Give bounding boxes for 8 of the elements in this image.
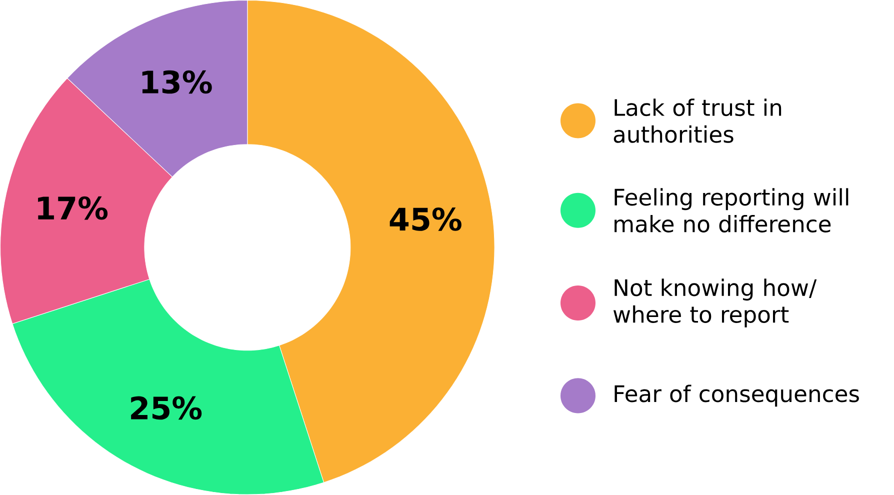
legend-label: Feeling reporting will make no difference [614, 188, 848, 233]
data-label: 17% [38, 196, 108, 220]
legend-label: Not knowing how/ where to report [613, 278, 817, 328]
data-label: 13% [142, 70, 212, 94]
legend-label: Fear of consequences [614, 384, 859, 407]
data-label: 25% [131, 396, 202, 420]
data-label: 45% [390, 208, 462, 231]
legend-label: Lack of trust in authorities [614, 98, 782, 143]
